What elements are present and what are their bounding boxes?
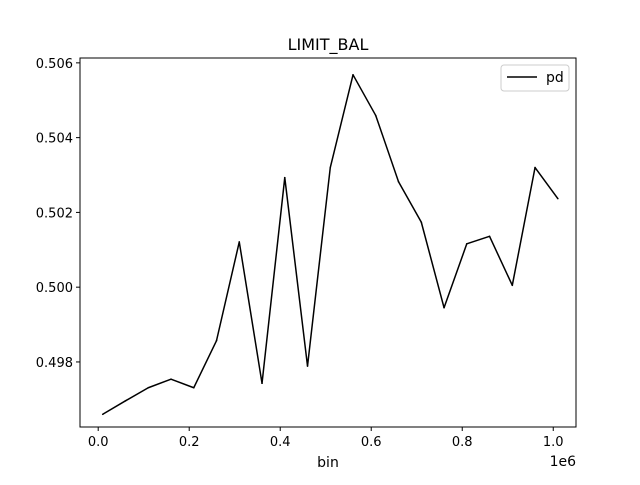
legend-label: pd — [546, 70, 564, 86]
data-point — [238, 241, 241, 243]
y-tick-label: 0.500 — [36, 281, 73, 296]
data-point — [556, 197, 559, 200]
data-point — [488, 235, 491, 238]
data-point — [192, 386, 195, 389]
data-point — [443, 306, 445, 309]
x-tick-label: 0.2 — [179, 435, 200, 450]
data-point — [329, 166, 332, 169]
legend-box — [500, 64, 570, 92]
data-point — [511, 284, 514, 287]
x-tick-label: 0.4 — [270, 435, 291, 450]
x-axis-label: bin — [317, 455, 339, 471]
data-point — [101, 413, 104, 416]
data-point — [534, 166, 536, 169]
data-point — [261, 382, 263, 385]
x-tick-label: 0.6 — [361, 435, 382, 450]
y-tick-label: 0.498 — [36, 356, 73, 371]
y-axis: 0.498 0.500 0.502 0.504 0.506 — [36, 57, 80, 371]
data-point — [397, 180, 400, 183]
data-point — [283, 176, 286, 179]
x-axis-offset-label: 1e6 — [550, 454, 577, 470]
data-point — [215, 339, 218, 342]
x-axis: 0.0 0.2 0.4 0.6 0.8 1.0 — [88, 427, 564, 450]
data-point — [352, 74, 354, 76]
legend: pd — [500, 64, 570, 92]
data-point — [374, 114, 377, 117]
plot-layer — [101, 74, 559, 416]
x-tick-label: 0.0 — [88, 435, 109, 450]
x-tick-label: 1.0 — [543, 435, 564, 450]
y-tick-label: 0.502 — [36, 206, 73, 221]
data-point — [170, 378, 172, 380]
data-point — [147, 386, 150, 389]
y-tick-label: 0.504 — [36, 132, 73, 147]
x-tick-label: 0.8 — [452, 435, 473, 450]
plot-frame — [79, 57, 577, 428]
chart-title: LIMIT_BAL — [288, 35, 369, 55]
data-point — [306, 365, 309, 367]
series-line-pd — [102, 74, 559, 415]
data-point — [465, 243, 468, 245]
data-point — [124, 400, 127, 402]
data-point — [420, 221, 423, 223]
y-tick-label: 0.506 — [36, 57, 73, 72]
